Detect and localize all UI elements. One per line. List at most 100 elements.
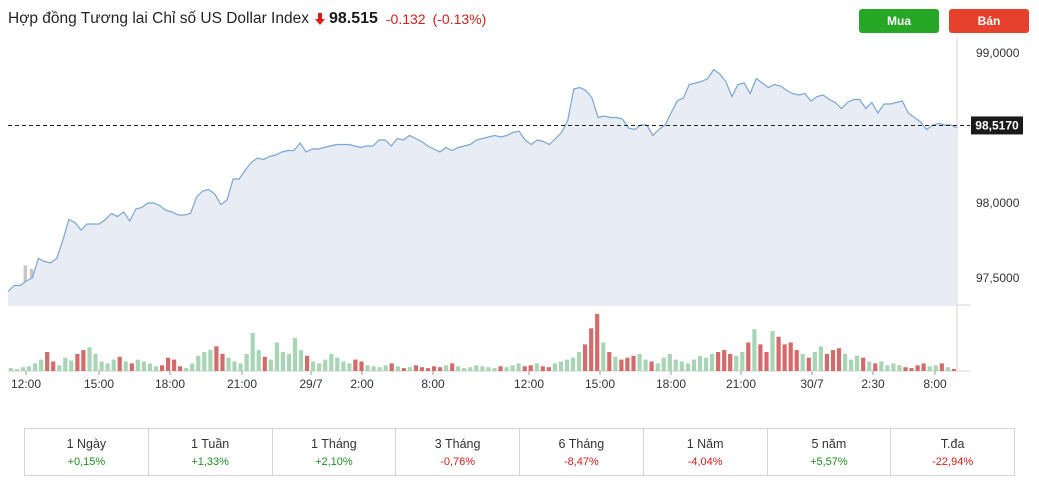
volume-bar bbox=[317, 363, 322, 371]
x-tick-label: 21:00 bbox=[726, 377, 756, 390]
volume-bar bbox=[540, 366, 545, 372]
volume-bar bbox=[613, 356, 618, 372]
period-label: 1 Tuần bbox=[191, 436, 230, 451]
volume-bar bbox=[697, 355, 703, 371]
volume-bar bbox=[220, 353, 225, 371]
period-cell[interactable]: 1 Ngày +0,15% bbox=[25, 429, 149, 475]
volume-bar bbox=[45, 352, 50, 371]
x-tick-label: 18:00 bbox=[656, 377, 686, 390]
x-tick-label: 2:30 bbox=[861, 377, 885, 390]
x-tick-label: 8:00 bbox=[923, 377, 947, 390]
period-change: -8,47% bbox=[563, 455, 599, 468]
volume-bar bbox=[909, 368, 914, 371]
y-tick-label: 98,0000 bbox=[976, 196, 1020, 210]
period-cell[interactable]: T.đa -22,94% bbox=[891, 429, 1014, 475]
volume-bar bbox=[184, 368, 189, 371]
volume-bar bbox=[57, 365, 62, 371]
volume-bar bbox=[20, 367, 26, 371]
period-cell[interactable]: 5 năm +5,57% bbox=[768, 429, 892, 475]
volume-bar bbox=[522, 366, 527, 372]
price-area bbox=[8, 69, 957, 305]
volume-bar bbox=[728, 353, 733, 371]
period-cell[interactable]: 1 Tháng +2,10% bbox=[273, 429, 397, 475]
volume-bar bbox=[123, 361, 128, 371]
x-tick-label: 29/7 bbox=[299, 377, 323, 390]
period-label: 6 Tháng bbox=[558, 436, 605, 451]
period-label: 1 Ngày bbox=[66, 436, 107, 451]
volume-bar bbox=[105, 363, 110, 371]
period-cell[interactable]: 3 Tháng -0,76% bbox=[396, 429, 520, 475]
volume-bar bbox=[486, 367, 491, 371]
volume-bar bbox=[752, 329, 757, 371]
y-tick-label: 99,0000 bbox=[976, 46, 1020, 60]
volume-bar bbox=[927, 366, 932, 372]
volume-bar bbox=[226, 357, 231, 371]
volume-bar bbox=[492, 368, 497, 371]
volume-bar bbox=[147, 363, 152, 371]
volume-bar bbox=[867, 361, 872, 371]
volume-bar bbox=[377, 367, 382, 371]
volume-bar bbox=[570, 357, 576, 371]
x-tick-label: 2:00 bbox=[350, 377, 374, 390]
volume-bar bbox=[861, 357, 866, 371]
volume-bar bbox=[39, 359, 44, 371]
volume-bar bbox=[172, 359, 177, 371]
volume-bar bbox=[776, 336, 781, 371]
volume-bar bbox=[14, 369, 19, 371]
volume-bar bbox=[347, 363, 352, 371]
period-change: +1,33% bbox=[191, 455, 229, 468]
volume-bar bbox=[498, 366, 503, 372]
volume-bar bbox=[335, 357, 340, 371]
y-tick-label: 97,5000 bbox=[976, 271, 1020, 285]
volume-bar bbox=[818, 346, 823, 371]
volume-bar bbox=[939, 363, 944, 371]
x-tick-label: 15:00 bbox=[585, 377, 615, 390]
volume-bar bbox=[897, 365, 902, 371]
sell-button[interactable]: Bán bbox=[949, 9, 1029, 33]
volume-bar bbox=[371, 366, 376, 372]
volume-bar bbox=[274, 342, 279, 371]
x-tick-label: 12:00 bbox=[11, 377, 41, 390]
volume-bar bbox=[764, 352, 769, 371]
period-change: -0,76% bbox=[440, 455, 476, 468]
volume-bar bbox=[480, 366, 485, 372]
x-tick-label: 18:00 bbox=[155, 377, 185, 390]
volume-bar bbox=[758, 344, 763, 371]
buy-button[interactable]: Mua bbox=[859, 9, 939, 33]
volume-bar bbox=[81, 350, 86, 371]
volume-bar bbox=[903, 367, 908, 371]
x-tick-label: 8:00 bbox=[421, 377, 445, 390]
current-price-label: 98,5170 bbox=[975, 118, 1019, 132]
volume-bar bbox=[444, 365, 449, 371]
volume-bar bbox=[812, 352, 817, 371]
volume-bar bbox=[879, 361, 884, 371]
volume-bar bbox=[528, 365, 533, 371]
volume-bar bbox=[438, 367, 443, 371]
volume-bar bbox=[685, 363, 690, 371]
volume-bar bbox=[341, 361, 346, 371]
volume-bar bbox=[722, 350, 727, 371]
volume-bar bbox=[504, 367, 509, 371]
period-change: +0,15% bbox=[67, 455, 106, 468]
period-change: +5,57% bbox=[810, 455, 848, 468]
volume-bar bbox=[607, 352, 612, 371]
volume-bar bbox=[770, 331, 775, 371]
volume-bar bbox=[93, 353, 98, 371]
volume-bar bbox=[87, 347, 92, 372]
volume-bar bbox=[202, 352, 207, 371]
volume-bar bbox=[244, 353, 249, 371]
x-tick-label: 30/7 bbox=[800, 377, 824, 390]
period-cell[interactable]: 6 Tháng -8,47% bbox=[520, 429, 644, 475]
price-change-percent: (-0.13%) bbox=[432, 11, 487, 27]
volume-bar bbox=[33, 363, 38, 371]
volume-bar bbox=[855, 355, 860, 371]
x-tick-label: 15:00 bbox=[84, 377, 114, 390]
period-cell[interactable]: 1 Tuần +1,33% bbox=[149, 429, 273, 475]
volume-bar bbox=[111, 359, 116, 371]
volume-bar bbox=[413, 365, 418, 371]
volume-bar bbox=[178, 366, 183, 372]
volume-bar bbox=[915, 365, 920, 371]
volume-bar bbox=[794, 350, 799, 371]
price-chart[interactable]: Investing.com98,517097,500098,000099,000… bbox=[0, 38, 1039, 390]
period-cell[interactable]: 1 Năm -4,04% bbox=[644, 429, 768, 475]
